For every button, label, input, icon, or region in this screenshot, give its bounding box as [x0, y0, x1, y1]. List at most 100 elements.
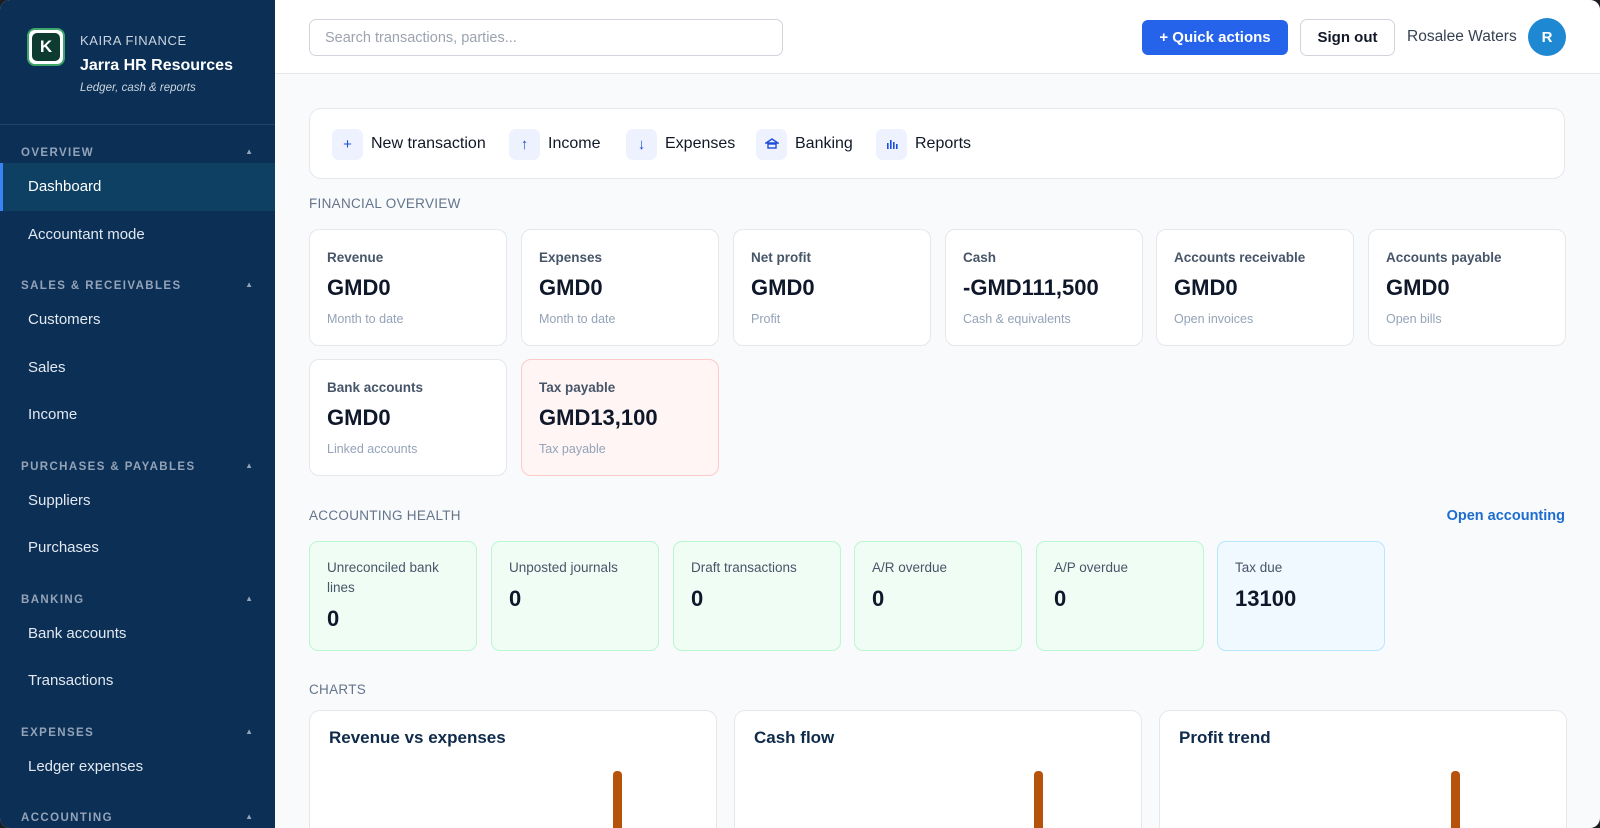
quick-bar-label: Expenses: [665, 135, 736, 152]
health-value: 0: [509, 586, 522, 611]
card-value: GMD0: [1386, 275, 1450, 300]
arrow-up-icon: ↑: [509, 128, 540, 160]
chart-bar: [1034, 771, 1043, 828]
sidebar-item-transactions[interactable]: Transactions: [28, 672, 114, 690]
sidebar-item-purchases[interactable]: Purchases: [28, 539, 99, 557]
sidebar-item-customers[interactable]: Customers: [28, 311, 101, 329]
net-profit-card[interactable]: Net profit GMD0 Profit: [733, 229, 931, 346]
revenue-card[interactable]: Revenue GMD0 Month to date: [309, 229, 507, 346]
income-button[interactable]: ↑ Income: [509, 127, 600, 161]
nav-section-sales[interactable]: SALES & RECEIVABLES ▲: [0, 258, 275, 296]
nav-section-title: BANKING: [21, 593, 85, 606]
sidebar-item-sales[interactable]: Sales: [28, 358, 66, 376]
nav-section-accounting[interactable]: ACCOUNTING ▲: [0, 790, 275, 828]
sign-out-button[interactable]: Sign out: [1300, 19, 1395, 56]
health-value: 0: [872, 586, 885, 611]
chart-bar: [1451, 771, 1460, 828]
health-value: 0: [1054, 586, 1067, 611]
accounts-payable-card[interactable]: Accounts payable GMD0 Open bills: [1368, 229, 1566, 346]
bank-icon: [756, 128, 787, 160]
nav-section-title: EXPENSES: [21, 726, 95, 739]
top-header: + Quick actions Sign out Rosalee Waters …: [275, 0, 1600, 74]
cash-flow-chart[interactable]: Cash flow: [734, 710, 1142, 828]
reports-button[interactable]: Reports: [876, 127, 971, 161]
sidebar-item-income[interactable]: Income: [28, 406, 78, 424]
sidebar-nav: OVERVIEW ▲ Dashboard Accountant mode SAL…: [0, 125, 275, 828]
quick-actions-button[interactable]: + Quick actions: [1142, 20, 1288, 55]
nav-section-purchases[interactable]: PURCHASES & PAYABLES ▲: [0, 439, 275, 477]
nav-section-title: OVERVIEW: [21, 147, 94, 159]
ap-overdue-card[interactable]: A/P overdue 0: [1036, 541, 1204, 651]
sidebar: K KAIRA FINANCE Jarra HR Resources Ledge…: [0, 0, 275, 828]
financial-overview-title: FINANCIAL OVERVIEW: [309, 196, 461, 211]
card-label: Cash: [963, 250, 997, 265]
unreconciled-bank-lines-card[interactable]: Unreconciled bank lines 0: [309, 541, 477, 651]
chevron-up-icon: ▲: [245, 726, 253, 736]
chart-canvas: [613, 771, 622, 828]
new-transaction-button[interactable]: + New transaction: [332, 127, 486, 161]
bar-chart-icon: [876, 128, 907, 160]
card-label: Tax payable: [539, 380, 616, 395]
open-accounting-link[interactable]: Open accounting: [1446, 508, 1565, 524]
brand-name: Jarra HR Resources: [80, 57, 233, 74]
sidebar-item-bank-accounts[interactable]: Bank accounts: [28, 624, 127, 642]
bank-accounts-card[interactable]: Bank accounts GMD0 Linked accounts: [309, 359, 507, 476]
sidebar-item-accountant-mode[interactable]: Accountant mode: [28, 225, 145, 243]
profit-trend-chart[interactable]: Profit trend: [1159, 710, 1567, 828]
brand-org: KAIRA FINANCE: [80, 33, 187, 48]
tax-payable-card[interactable]: Tax payable GMD13,100 Tax payable: [521, 359, 719, 476]
banking-button[interactable]: Banking: [756, 127, 853, 161]
chart-title: Revenue vs expenses: [329, 728, 506, 747]
main-content: + New transaction ↑ Income ↓ Expenses Ba…: [275, 74, 1600, 828]
health-label: Unreconciled bank lines: [327, 560, 439, 595]
card-label: Revenue: [327, 250, 384, 265]
card-value: GMD0: [327, 275, 391, 300]
card-subtext: Open invoices: [1174, 312, 1254, 326]
nav-section-overview[interactable]: OVERVIEW ▲: [0, 125, 275, 163]
nav-section-title: ACCOUNTING: [21, 812, 113, 824]
tax-due-card[interactable]: Tax due 13100: [1217, 541, 1385, 651]
chart-canvas: [1034, 771, 1043, 828]
nav-section-banking[interactable]: BANKING ▲: [0, 572, 275, 610]
search-input[interactable]: [309, 19, 783, 56]
plus-icon: +: [332, 128, 363, 160]
draft-transactions-card[interactable]: Draft transactions 0: [673, 541, 841, 651]
card-label: Net profit: [751, 250, 811, 265]
brand-tagline: Ledger, cash & reports: [80, 82, 196, 94]
accounting-health-title: ACCOUNTING HEALTH: [309, 508, 461, 523]
unposted-journals-card[interactable]: Unposted journals 0: [491, 541, 659, 651]
sidebar-item-dashboard[interactable]: Dashboard: [0, 163, 275, 211]
expenses-card[interactable]: Expenses GMD0 Month to date: [521, 229, 719, 346]
health-label: Unposted journals: [509, 560, 618, 575]
quick-bar-label: New transaction: [371, 135, 486, 152]
brand-logo[interactable]: K: [27, 28, 65, 66]
card-label: Accounts payable: [1386, 250, 1502, 265]
nav-section-title: PURCHASES & PAYABLES: [21, 460, 196, 473]
card-value: GMD0: [751, 275, 815, 300]
cash-card[interactable]: Cash -GMD111,500 Cash & equivalents: [945, 229, 1143, 346]
card-value: -GMD111,500: [963, 275, 1099, 300]
quick-bar: + New transaction ↑ Income ↓ Expenses Ba…: [309, 108, 1565, 179]
sidebar-item-suppliers[interactable]: Suppliers: [28, 491, 91, 509]
avatar[interactable]: R: [1528, 18, 1566, 56]
health-value: 0: [327, 606, 340, 631]
chevron-up-icon: ▲: [245, 147, 253, 156]
chevron-up-icon: ▲: [245, 812, 253, 821]
card-value: GMD0: [539, 275, 603, 300]
health-value: 13100: [1235, 586, 1297, 611]
nav-section-title: SALES & RECEIVABLES: [21, 280, 182, 292]
ar-overdue-card[interactable]: A/R overdue 0: [854, 541, 1022, 651]
health-label: A/R overdue: [872, 560, 948, 575]
revenue-vs-expenses-chart[interactable]: Revenue vs expenses: [309, 710, 717, 828]
health-label: Draft transactions: [691, 560, 797, 575]
accounts-receivable-card[interactable]: Accounts receivable GMD0 Open invoices: [1156, 229, 1354, 346]
nav-section-expenses[interactable]: EXPENSES ▲: [0, 705, 275, 743]
card-value: GMD0: [327, 405, 391, 430]
expenses-button[interactable]: ↓ Expenses: [626, 127, 735, 161]
brand-block: K KAIRA FINANCE Jarra HR Resources Ledge…: [0, 0, 275, 125]
health-label: A/P overdue: [1054, 560, 1129, 575]
card-subtext: Profit: [751, 312, 781, 326]
chevron-up-icon: ▲: [245, 593, 253, 603]
quick-bar-label: Income: [548, 135, 601, 152]
sidebar-item-ledger-expenses[interactable]: Ledger expenses: [28, 757, 144, 775]
